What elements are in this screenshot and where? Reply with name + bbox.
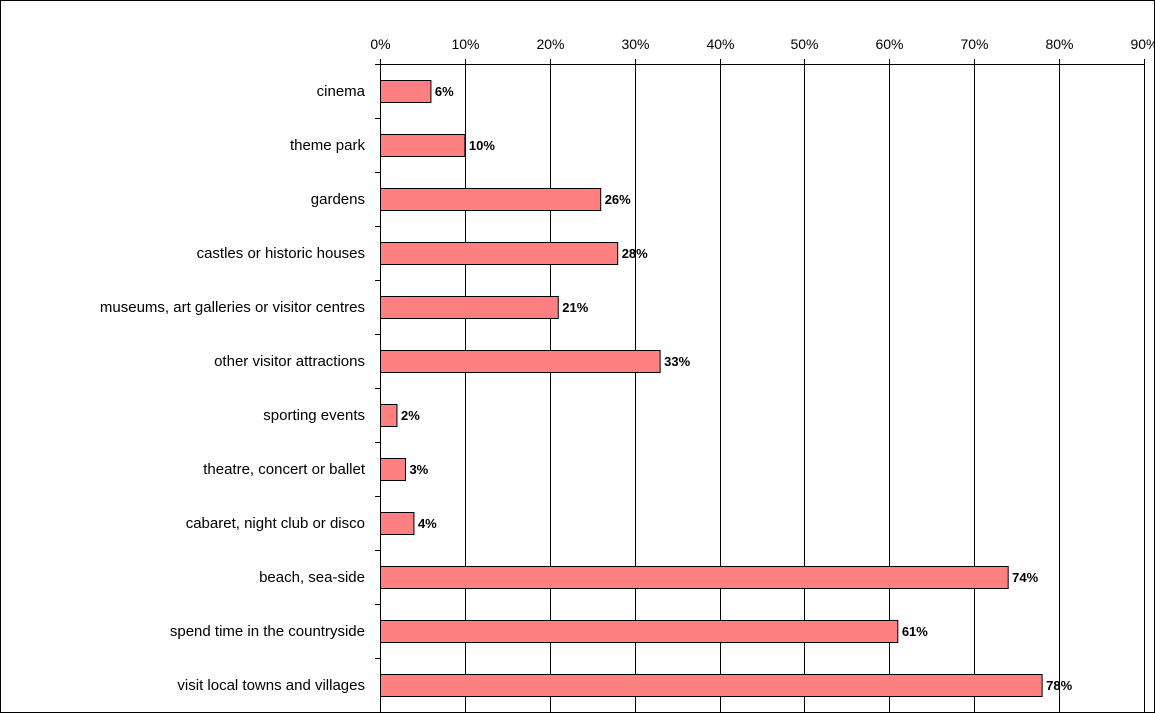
bar: [380, 566, 1009, 589]
x-tick-label: 40%: [706, 36, 734, 52]
bar: [380, 350, 661, 373]
category-label: sporting events: [263, 407, 365, 424]
data-label: 78%: [1046, 678, 1072, 693]
bar: [380, 674, 1043, 697]
category-label: spend time in the countryside: [170, 623, 365, 640]
data-label: 2%: [401, 408, 420, 423]
data-label: 4%: [418, 516, 437, 531]
data-label: 28%: [622, 246, 648, 261]
category-label: museums, art galleries or visitor centre…: [100, 299, 365, 316]
bar: [380, 80, 432, 103]
bar: [380, 242, 619, 265]
x-tick-label: 10%: [451, 36, 479, 52]
x-tick-label: 80%: [1045, 36, 1073, 52]
category-label: theatre, concert or ballet: [203, 461, 366, 478]
bar: [380, 404, 398, 427]
x-tick-label: 20%: [536, 36, 564, 52]
x-tick-label: 0%: [370, 36, 390, 52]
x-tick-label: 90%: [1130, 36, 1154, 52]
x-tick-label: 50%: [790, 36, 818, 52]
category-label: visit local towns and villages: [177, 677, 365, 694]
category-label: other visitor attractions: [214, 353, 365, 370]
category-label: beach, sea-side: [259, 569, 365, 586]
category-label: gardens: [311, 191, 365, 208]
data-label: 74%: [1012, 570, 1038, 585]
category-label: castles or historic houses: [197, 245, 365, 262]
x-tick-label: 30%: [621, 36, 649, 52]
bar: [380, 620, 899, 643]
bar: [380, 458, 406, 481]
bar: [380, 296, 559, 319]
data-label: 10%: [469, 138, 495, 153]
category-label: cabaret, night club or disco: [186, 515, 365, 532]
data-label: 33%: [664, 354, 690, 369]
data-label: 6%: [435, 84, 454, 99]
bar: [380, 188, 602, 211]
data-label: 3%: [409, 462, 428, 477]
bar: [380, 134, 466, 157]
data-label: 26%: [605, 192, 631, 207]
x-tick-label: 70%: [960, 36, 988, 52]
data-label: 61%: [902, 624, 928, 639]
bar: [380, 512, 415, 535]
x-tick-label: 60%: [875, 36, 903, 52]
category-label: theme park: [290, 137, 366, 154]
category-label: cinema: [317, 83, 366, 100]
data-label: 21%: [562, 300, 588, 315]
